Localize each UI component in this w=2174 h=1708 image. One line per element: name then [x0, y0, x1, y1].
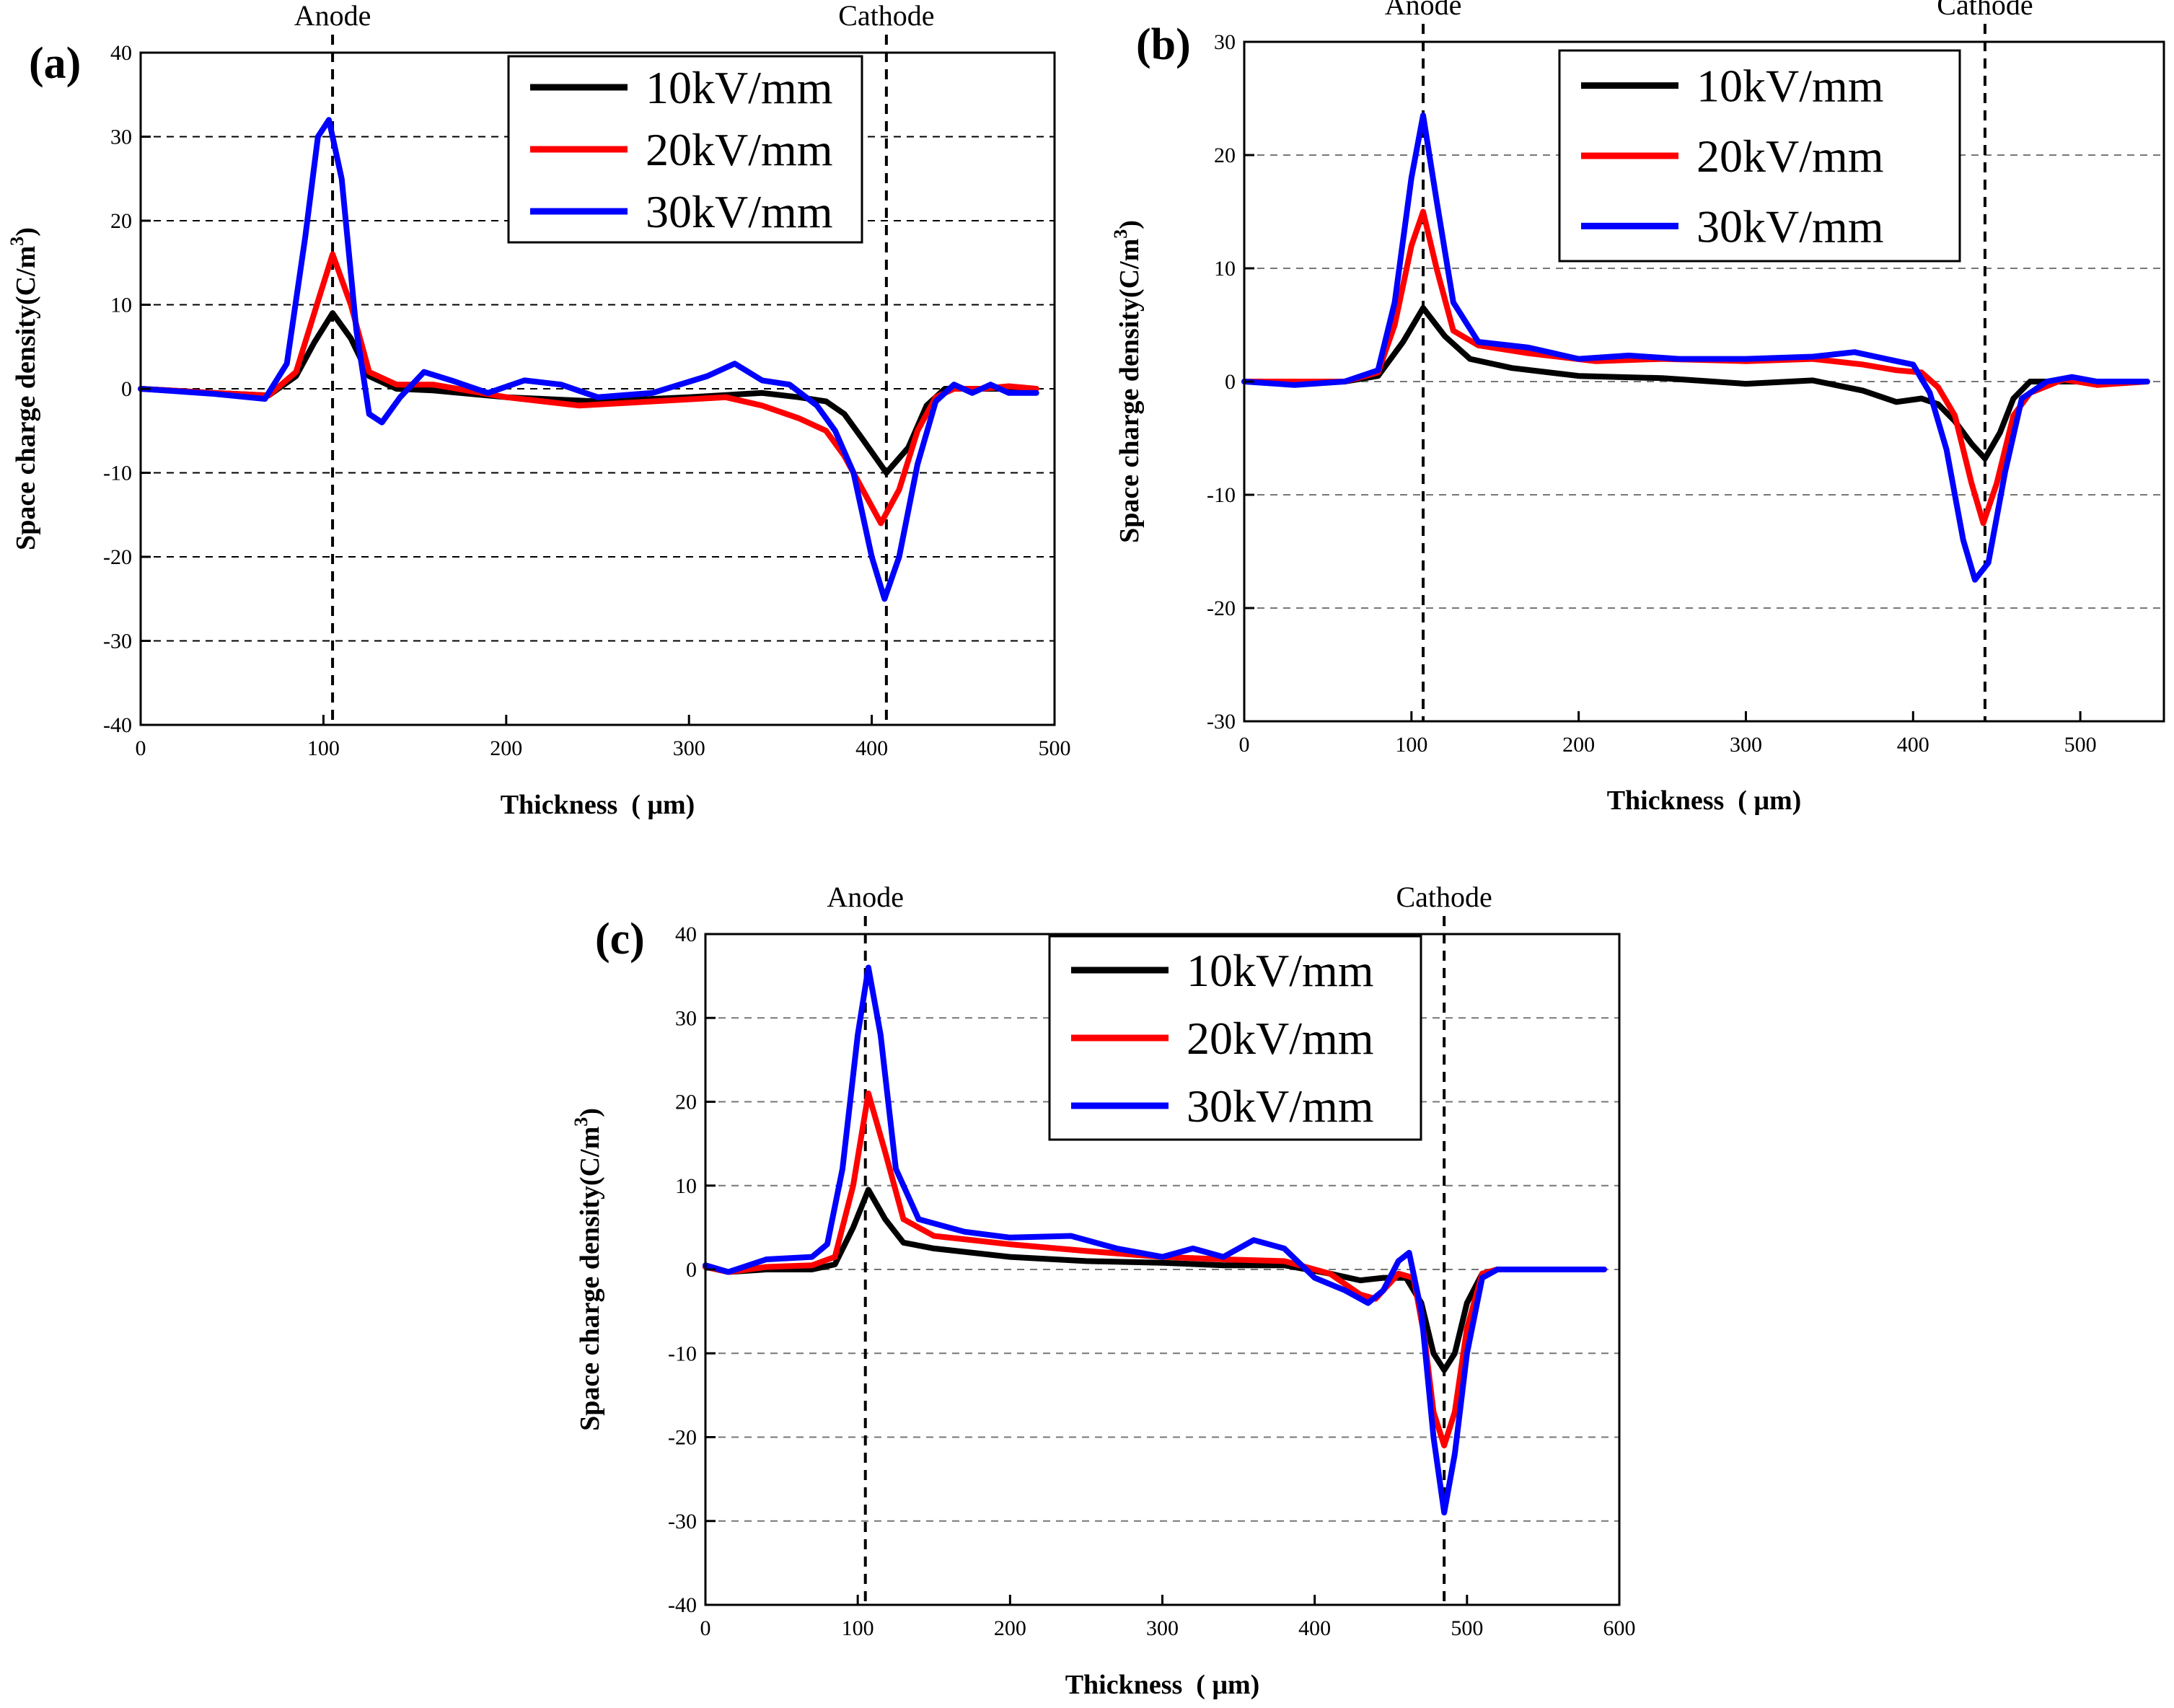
- x-tick-label-c-1: 100: [842, 1616, 874, 1640]
- x-tick-label-a-0: 0: [136, 736, 146, 760]
- y-tick-label-c-3: -10: [668, 1342, 697, 1365]
- y-tick-label-a-2: -20: [103, 545, 132, 569]
- x-axis-title-b: Thickness ( μm): [1607, 785, 1802, 816]
- y-tick-label-c-6: 20: [675, 1091, 697, 1114]
- y-tick-label-a-0: -40: [103, 713, 132, 737]
- y-tick-label-c-0: -40: [668, 1593, 697, 1617]
- y-tick-label-b-6: 30: [1214, 30, 1236, 54]
- anode-label-a: Anode: [294, 0, 371, 32]
- y-axis-title-b: Space charge density(C/m3): [1110, 220, 1145, 543]
- cathode-label-c: Cathode: [1396, 881, 1492, 913]
- x-axis-title-c: Thickness ( μm): [1065, 1670, 1260, 1700]
- x-tick-label-b-1: 100: [1395, 733, 1427, 757]
- y-tick-label-a-3: -10: [103, 462, 132, 485]
- y-tick-label-a-8: 40: [110, 41, 132, 65]
- x-tick-label-b-3: 300: [1730, 733, 1762, 757]
- series-line-c-0: [703, 1187, 1607, 1373]
- legend-a: 10kV/mm 20kV/mm 30kV/mm: [507, 55, 863, 244]
- y-axis-title-a: Space charge density(C/m3): [6, 227, 41, 550]
- anode-label-c: Anode: [827, 881, 904, 913]
- x-tick-label-a-5: 500: [1039, 736, 1071, 760]
- x-tick-label-b-0: 0: [1239, 733, 1250, 757]
- x-tick-label-c-0: 0: [700, 1616, 711, 1640]
- series-line-c-1: [703, 1090, 1607, 1449]
- y-tick-label-a-5: 10: [110, 294, 132, 317]
- y-tick-label-c-1: -30: [668, 1510, 697, 1533]
- y-tick-label-a-1: -30: [103, 630, 132, 653]
- y-tick-label-c-4: 0: [686, 1258, 697, 1282]
- y-tick-label-c-5: 10: [675, 1174, 697, 1198]
- y-tick-label-b-5: 20: [1214, 144, 1236, 167]
- x-tick-label-a-1: 100: [307, 736, 340, 760]
- cathode-label-a: Cathode: [838, 0, 934, 32]
- x-tick-label-a-4: 400: [855, 736, 888, 760]
- legend-b: 10kV/mm 20kV/mm 30kV/mm: [1558, 49, 1961, 263]
- x-tick-label-c-6: 600: [1603, 1616, 1636, 1640]
- y-tick-label-b-2: -10: [1207, 483, 1236, 507]
- x-tick-label-c-5: 500: [1451, 1616, 1483, 1640]
- x-tick-label-c-3: 300: [1146, 1616, 1179, 1640]
- legend-label-b-0: 10kV/mm: [1696, 61, 1884, 112]
- y-tick-label-a-6: 20: [110, 209, 132, 233]
- y-tick-label-b-4: 10: [1214, 257, 1236, 281]
- y-tick-label-b-1: -20: [1207, 597, 1236, 620]
- y-axis-title-c: Space charge density(C/m3): [571, 1108, 605, 1431]
- y-tick-label-a-7: 30: [110, 126, 132, 149]
- chart-panel-b: 0 100 200 300 400 500 -30 -20 -10 0 10 20 30 Anode Cat…: [1110, 0, 2165, 816]
- cathode-label-b: Cathode: [1937, 0, 2033, 21]
- legend-label-c-1: 20kV/mm: [1187, 1013, 1374, 1064]
- legend-c: 10kV/mm 20kV/mm 30kV/mm: [1048, 935, 1422, 1141]
- x-tick-label-c-4: 400: [1298, 1616, 1331, 1640]
- panel-label-c: (c): [595, 915, 645, 964]
- legend-label-b-1: 20kV/mm: [1696, 131, 1884, 182]
- chart-panel-c: 0 100 200 300 400 500 600 -40 -30 -20 -10 0 10 20 30 40…: [571, 881, 1636, 1700]
- legend-label-a-1: 20kV/mm: [646, 124, 833, 175]
- x-tick-label-c-2: 200: [994, 1616, 1026, 1640]
- anode-label-b: Anode: [1385, 0, 1462, 21]
- x-tick-label-b-5: 500: [2064, 733, 2097, 757]
- y-tick-label-b-0: -30: [1207, 710, 1236, 734]
- series-line-b-2: [1241, 113, 2150, 583]
- legend-label-c-0: 10kV/mm: [1187, 945, 1374, 996]
- legend-label-c-2: 30kV/mm: [1187, 1080, 1374, 1132]
- series-line-a-1: [138, 251, 1039, 527]
- series-line-b-0: [1241, 305, 2150, 462]
- chart-panel-a: 0 100 200 300 400 500 -40 -30 -20 -10 0 10 20 30 40 Ano…: [6, 0, 1071, 820]
- y-tick-label-c-2: -20: [668, 1426, 697, 1450]
- panel-label-a: (a): [29, 39, 81, 88]
- legend-label-b-2: 30kV/mm: [1696, 201, 1884, 252]
- series-line-a-2: [138, 117, 1039, 602]
- series-line-c-2: [703, 964, 1607, 1516]
- y-tick-label-c-7: 30: [675, 1006, 697, 1030]
- legend-label-a-2: 30kV/mm: [646, 186, 833, 237]
- y-tick-label-a-4: 0: [121, 377, 132, 401]
- x-axis-title-a: Thickness ( μm): [501, 790, 695, 820]
- x-tick-label-b-4: 400: [1897, 733, 1929, 757]
- x-tick-label-b-2: 200: [1562, 733, 1595, 757]
- panel-label-b: (b): [1136, 20, 1191, 69]
- y-tick-label-b-3: 0: [1225, 370, 1236, 394]
- x-tick-label-a-3: 300: [673, 736, 705, 760]
- legend-label-a-0: 10kV/mm: [646, 62, 833, 113]
- y-tick-label-c-8: 40: [675, 923, 697, 946]
- x-tick-label-a-2: 200: [490, 736, 522, 760]
